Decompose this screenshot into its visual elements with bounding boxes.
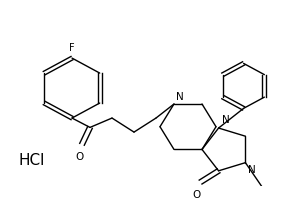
Text: N: N xyxy=(222,115,229,125)
Text: O: O xyxy=(76,152,84,162)
Text: O: O xyxy=(192,190,201,199)
Text: N: N xyxy=(176,92,184,102)
Text: F: F xyxy=(69,43,75,53)
Text: N: N xyxy=(248,165,256,176)
Text: HCl: HCl xyxy=(18,153,44,168)
